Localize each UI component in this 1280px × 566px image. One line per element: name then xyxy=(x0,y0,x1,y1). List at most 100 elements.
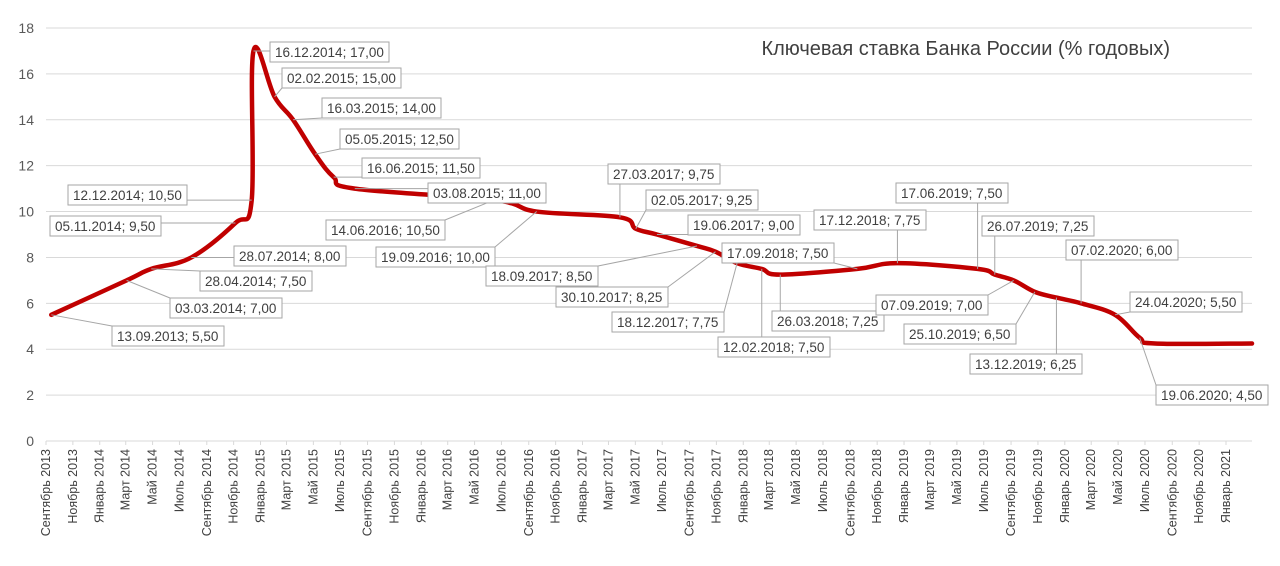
x-tick-label: Май 2015 xyxy=(306,449,320,505)
annotation-label: 03.08.2015; 11,00 xyxy=(433,186,541,201)
x-tick-label: Ноябрь 2013 xyxy=(66,449,80,524)
annotation-leader xyxy=(274,87,283,98)
annotation-label: 30.10.2017; 8,25 xyxy=(561,290,662,305)
annotation-box xyxy=(339,128,460,150)
y-tick-label: 0 xyxy=(26,433,34,449)
x-tick-label: Март 2015 xyxy=(279,449,293,510)
x-tick-label: Май 2017 xyxy=(628,449,642,505)
x-tick-label: Июль 2019 xyxy=(977,449,991,512)
annotation-box xyxy=(717,336,831,358)
x-tick-label: Сентябрь 2018 xyxy=(843,449,857,536)
annotation-leader xyxy=(494,211,538,248)
annotation-box xyxy=(375,246,496,268)
annotation-label: 19.06.2020; 4,50 xyxy=(1161,388,1262,403)
annotation-leader xyxy=(1114,311,1131,316)
x-tick-label: Ноябрь 2019 xyxy=(1031,449,1045,524)
annotation-box xyxy=(1155,384,1269,406)
annotation-label: 02.02.2015; 15,00 xyxy=(287,71,396,86)
annotation-label: 05.11.2014; 9,50 xyxy=(55,219,155,234)
y-tick-label: 18 xyxy=(18,20,34,36)
annotation-label: 16.06.2015; 11,50 xyxy=(367,161,475,176)
annotation-box xyxy=(1129,291,1243,313)
x-tick-label: Ноябрь 2014 xyxy=(227,449,241,524)
annotation-box xyxy=(607,163,721,185)
x-tick-label: Ноябрь 2015 xyxy=(387,449,401,524)
y-tick-label: 8 xyxy=(26,249,34,265)
x-tick-label: Январь 2021 xyxy=(1219,449,1233,523)
annotation-box xyxy=(485,265,599,287)
annotation-box xyxy=(321,97,442,119)
x-tick-label: Сентябрь 2013 xyxy=(39,449,53,536)
y-axis-ticks: 0 2 4 6 8 10 12 14 16 18 xyxy=(18,20,34,449)
chart-title: Ключевая ставка Банка России (% годовых) xyxy=(761,38,1170,60)
x-tick-label: Март 2014 xyxy=(119,449,133,510)
y-tick-label: 12 xyxy=(18,158,34,174)
annotation-label: 16.12.2014; 17,00 xyxy=(275,45,384,60)
annotation-leader xyxy=(293,117,323,121)
x-tick-label: Сентябрь 2020 xyxy=(1165,449,1179,536)
y-tick-label: 2 xyxy=(26,387,34,403)
annotation-box xyxy=(645,189,759,211)
x-tick-label: Март 2018 xyxy=(762,449,776,510)
annotation-label: 13.12.2019; 6,25 xyxy=(975,357,1076,372)
x-tick-label: Январь 2015 xyxy=(254,449,268,523)
x-tick-label: Ноябрь 2017 xyxy=(709,449,723,524)
y-tick-label: 16 xyxy=(18,66,34,82)
annotation-label: 28.07.2014; 8,00 xyxy=(239,249,340,264)
x-tick-label: Январь 2014 xyxy=(93,449,107,523)
x-tick-label: Июль 2018 xyxy=(816,449,830,512)
annotation-label: 14.06.2016; 10,50 xyxy=(331,223,440,238)
annotation-leader xyxy=(1015,291,1036,325)
annotation-box xyxy=(427,182,547,204)
annotation-label: 19.09.2016; 10,00 xyxy=(381,250,490,265)
annotation-leader xyxy=(833,262,858,270)
x-tick-label: Сентябрь 2014 xyxy=(200,449,214,536)
annotation-label: 17.12.2018; 7,75 xyxy=(819,213,920,228)
annotation-box xyxy=(199,270,313,292)
annotation-leader xyxy=(987,279,1014,296)
annotation-box xyxy=(611,311,725,333)
x-tick-label: Март 2017 xyxy=(601,449,615,510)
annotation-box xyxy=(49,215,162,237)
annotation-leader xyxy=(151,268,201,272)
annotation-box xyxy=(111,325,225,347)
x-tick-label: Март 2016 xyxy=(441,449,455,510)
annotation-box xyxy=(903,323,1017,345)
x-tick-label: Сентябрь 2015 xyxy=(361,449,375,536)
annotation-leader xyxy=(597,245,698,267)
x-tick-label: Январь 2020 xyxy=(1058,449,1072,523)
annotation-label: 17.06.2019; 7,50 xyxy=(901,186,1002,201)
x-tick-label: Июль 2016 xyxy=(494,449,508,512)
x-tick-label: Март 2020 xyxy=(1084,449,1098,510)
annotation-box xyxy=(895,182,1009,204)
y-tick-label: 4 xyxy=(26,341,34,357)
annotation-label: 27.03.2017; 9,75 xyxy=(613,167,714,182)
annotation-labels: 13.09.2013; 5,50 03.03.2014; 7,00 28.04.20… xyxy=(49,41,1269,406)
x-tick-label: Июль 2015 xyxy=(333,449,347,512)
annotation-leader xyxy=(126,279,171,299)
x-tick-label: Январь 2019 xyxy=(897,449,911,523)
annotation-label: 07.09.2019; 7,00 xyxy=(881,298,982,313)
y-tick-label: 14 xyxy=(18,112,34,128)
x-tick-label: Сентябрь 2019 xyxy=(1004,449,1018,536)
annotation-label: 24.04.2020; 5,50 xyxy=(1135,295,1236,310)
annotation-leaders xyxy=(51,50,1157,386)
annotation-label: 13.09.2013; 5,50 xyxy=(117,329,218,344)
annotation-box xyxy=(813,209,927,231)
annotation-label: 05.05.2015; 12,50 xyxy=(345,132,454,147)
annotation-label: 17.09.2018; 7,50 xyxy=(727,246,828,261)
annotation-label: 18.12.2017; 7,75 xyxy=(617,315,718,330)
annotation-box xyxy=(875,294,989,316)
annotation-box xyxy=(555,286,669,308)
annotation-box xyxy=(233,245,347,267)
annotation-leader xyxy=(667,251,716,288)
x-tick-label: Июль 2020 xyxy=(1138,449,1152,512)
annotation-box xyxy=(771,310,885,332)
annotation-leader xyxy=(723,263,738,313)
y-tick-label: 6 xyxy=(26,295,34,311)
annotation-box xyxy=(325,219,446,241)
annotation-label: 16.03.2015; 14,00 xyxy=(327,101,436,116)
annotation-label: 07.02.2020; 6,00 xyxy=(1071,243,1172,258)
annotation-label: 12.02.2018; 7,50 xyxy=(723,340,824,355)
annotation-label: 26.07.2019; 7,25 xyxy=(987,219,1088,234)
